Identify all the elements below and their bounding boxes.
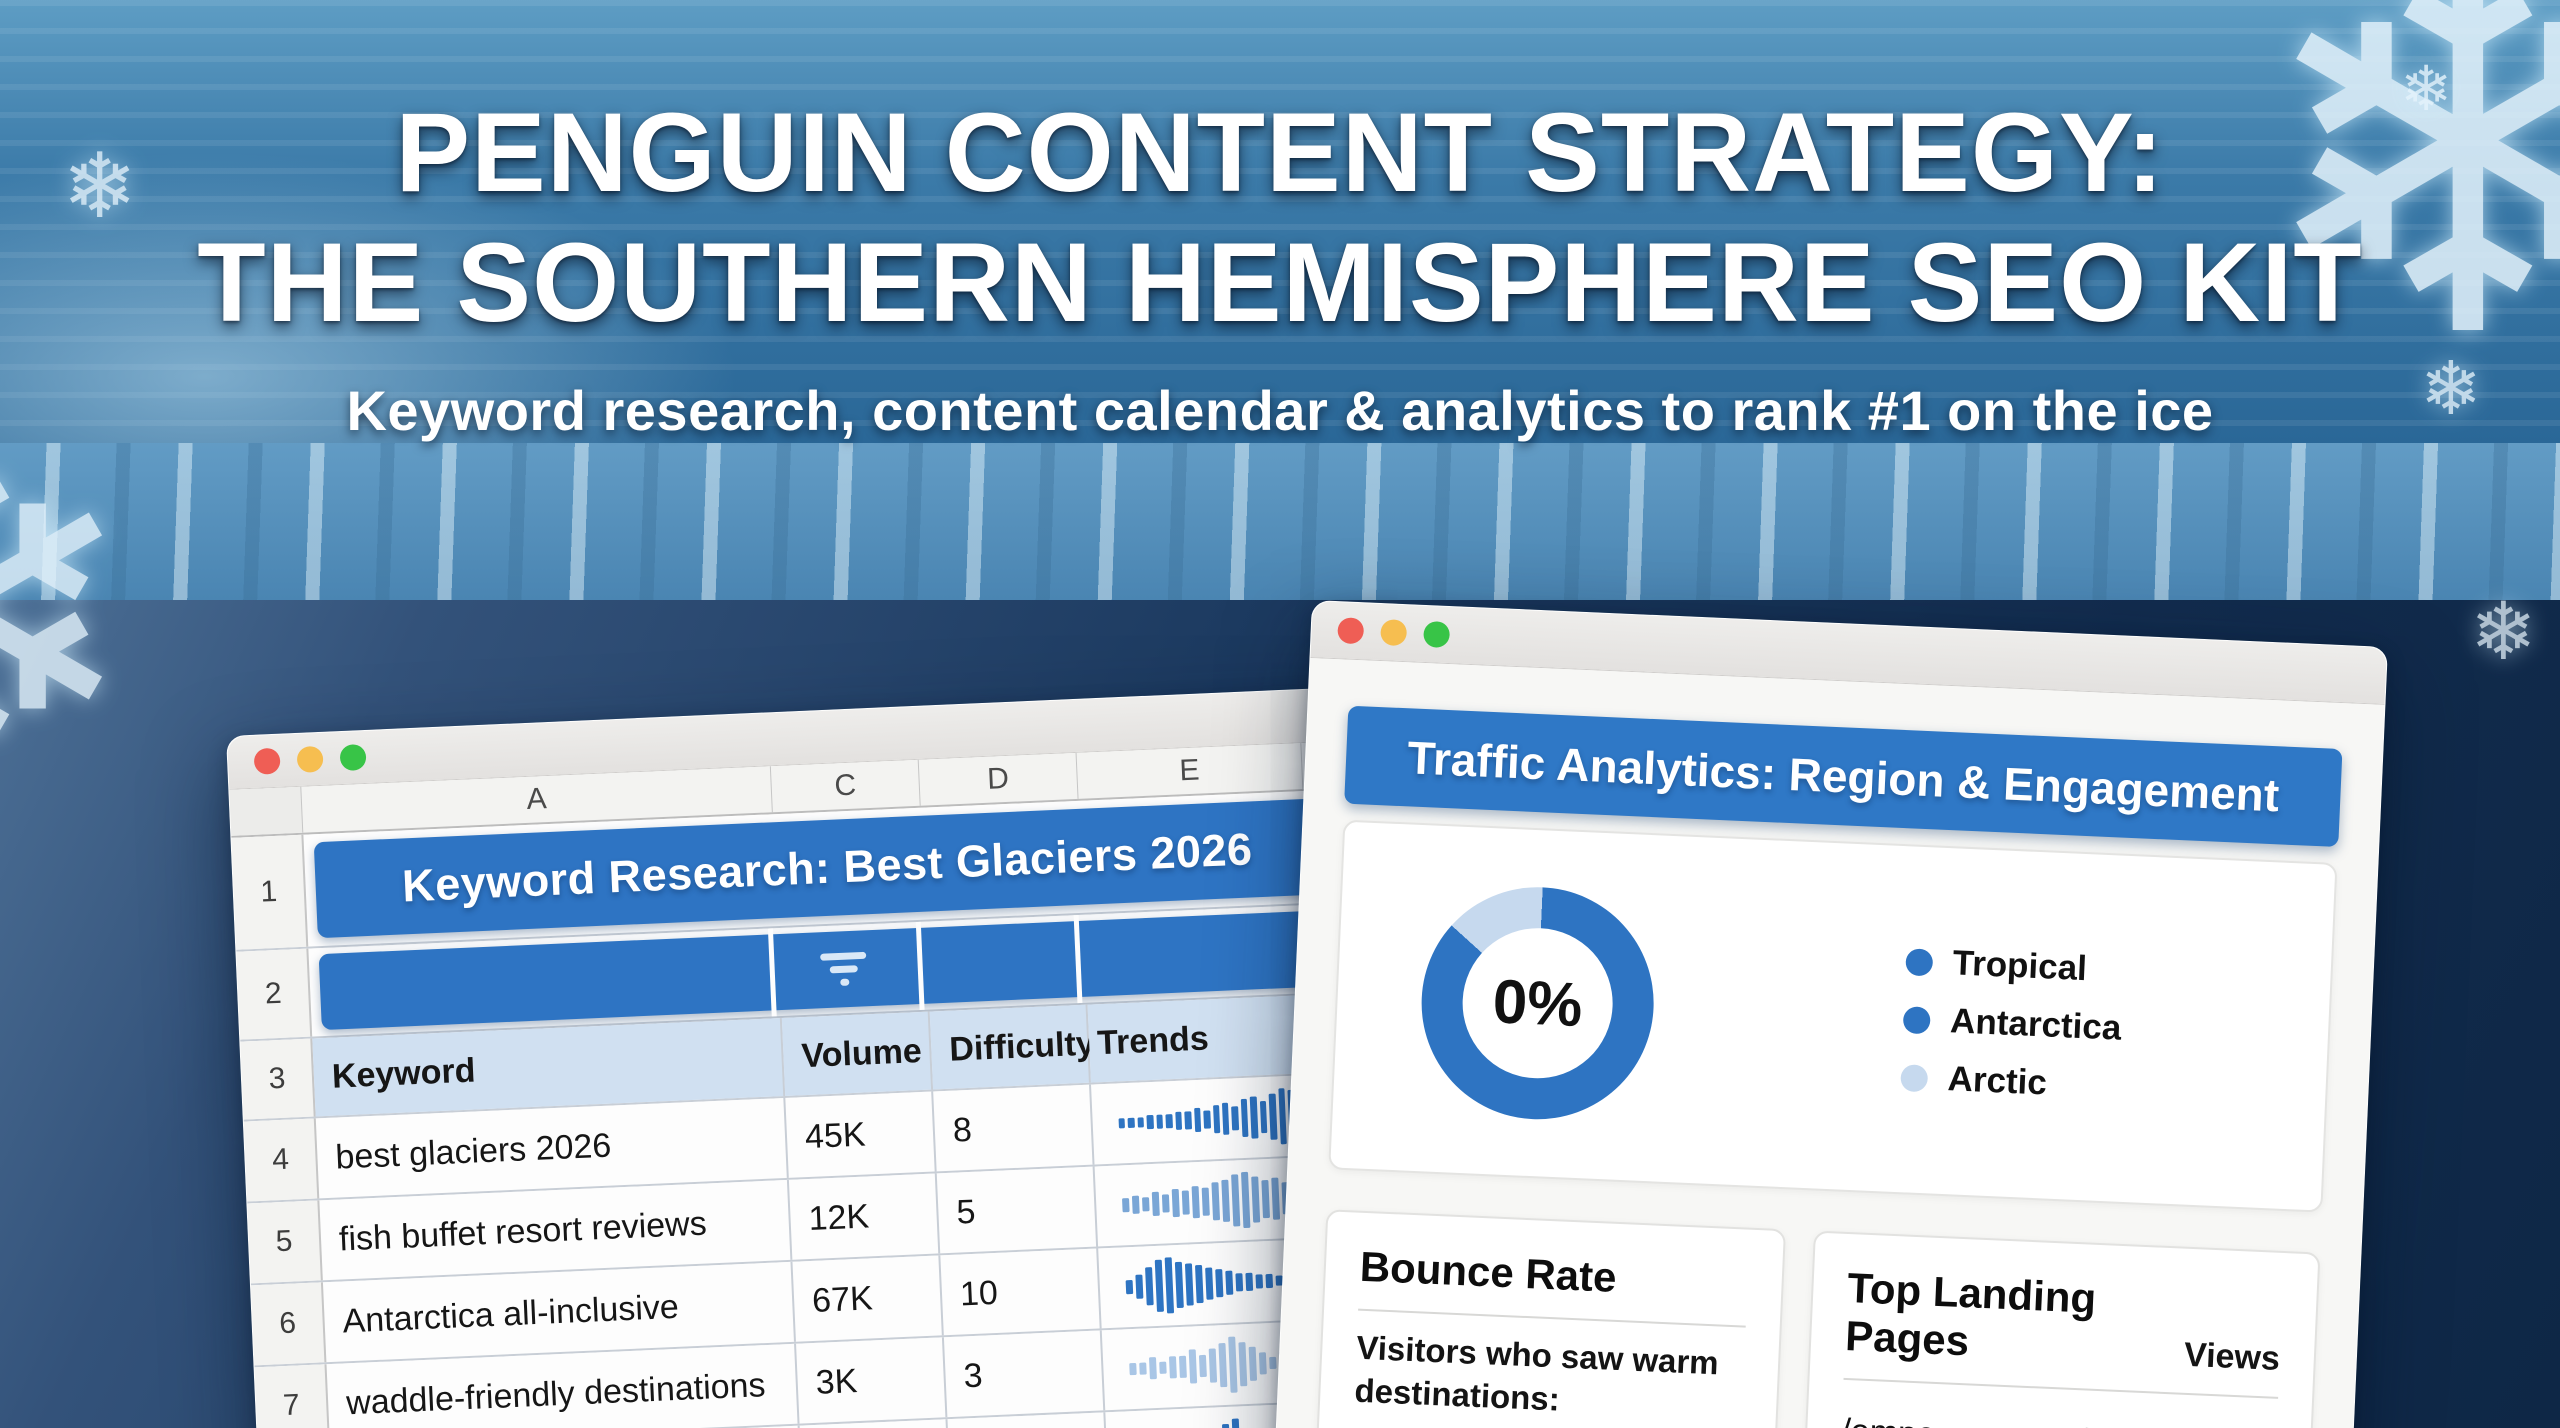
donut-center-label: 0%	[1491, 966, 1584, 1040]
legend-dot	[1902, 1005, 1931, 1034]
legend-item-antarctica: Antarctica	[1902, 999, 2122, 1048]
legend-label: Antarctica	[1949, 1001, 2123, 1048]
views-column-label: Views	[2183, 1335, 2281, 1378]
row-number[interactable]: 5	[247, 1200, 323, 1284]
cell-difficulty: 3	[943, 1330, 1106, 1418]
sparkline-chart	[1103, 1169, 1312, 1235]
zoom-button[interactable]	[339, 743, 367, 772]
column-header-e[interactable]: E	[1076, 743, 1304, 799]
landing-page-row[interactable]: /emperor-penguin-packing-list 24K	[1837, 1395, 2278, 1428]
cell-difficulty: 10	[940, 1248, 1102, 1336]
cell-trend-sparkline	[1091, 1074, 1320, 1165]
divider	[1843, 1377, 2279, 1399]
legend-label: Tropical	[1951, 943, 2088, 989]
sheet-title-text: Keyword Research: Best Glaciers 2026	[401, 823, 1254, 912]
row-number[interactable]: 4	[243, 1118, 320, 1202]
bounce-rate-card: Bounce Rate Visitors who saw warm destin…	[1311, 1209, 1787, 1428]
chart-legend: Tropical Antarctica Arctic	[1900, 941, 2125, 1106]
region-donut-chart: 0%	[1416, 882, 1659, 1125]
select-all-corner-cell[interactable]	[229, 786, 304, 836]
legend-label: Arctic	[1946, 1059, 2048, 1103]
row-number[interactable]: 6	[250, 1282, 327, 1366]
page-title: PENGUIN CONTENT STRATEGY: THE SOUTHERN H…	[197, 90, 2363, 345]
donut-hole: 0%	[1459, 925, 1616, 1082]
column-header-c[interactable]: C	[770, 759, 921, 813]
cell-volume: 67K	[792, 1255, 944, 1342]
minimize-button[interactable]	[1380, 619, 1408, 647]
zoom-button[interactable]	[1423, 620, 1451, 649]
header-cell-volume: Volume	[781, 1011, 934, 1096]
region-chart-card: 0% Tropical Antarctica Arctic	[1328, 819, 2338, 1213]
sparkline-chart	[1099, 1087, 1308, 1153]
legend-item-tropical: Tropical	[1905, 941, 2125, 990]
bounce-rate-description: Visitors who saw warm destinations:	[1353, 1328, 1720, 1418]
analytics-title-text: Traffic Analytics: Region & Engagement	[1406, 731, 2281, 822]
filter-icon[interactable]	[820, 951, 867, 987]
top-landing-pages-card: Top Landing Pages Views /emperor-penguin…	[1799, 1230, 2321, 1428]
legend-dot	[1900, 1063, 1929, 1092]
legend-item-arctic: Arctic	[1900, 1057, 2120, 1106]
spreadsheet-window: A C D E 1 Keyword Research: Best Glacier…	[226, 687, 1382, 1428]
header-cell-difficulty: Difficulty	[929, 1004, 1095, 1090]
hero-header: PENGUIN CONTENT STRATEGY: THE SOUTHERN H…	[0, 88, 2560, 443]
analytics-window: Traffic Analytics: Region & Engagement 0…	[1273, 600, 2388, 1428]
legend-dot	[1905, 947, 1934, 976]
cell-difficulty: 5	[936, 1166, 1099, 1254]
landing-pages-title: Top Landing Pages	[1844, 1264, 2098, 1365]
row-number[interactable]: 7	[254, 1364, 330, 1428]
water-background	[0, 0, 2560, 443]
minimize-button[interactable]	[296, 745, 324, 773]
cell-volume: 45K	[785, 1091, 937, 1178]
row-number[interactable]: 2	[236, 948, 313, 1040]
cell-volume: 12K	[788, 1173, 941, 1260]
page-subtitle: Keyword research, content calendar & ana…	[346, 378, 2214, 442]
cell-volume: 3K	[796, 1337, 948, 1424]
divider	[1358, 1308, 1746, 1328]
landing-page-path[interactable]: /emperor-penguin-packing-list	[1839, 1412, 2215, 1428]
row-number[interactable]: 3	[240, 1038, 316, 1120]
close-button[interactable]	[1337, 617, 1365, 645]
cell-difficulty: 8	[933, 1084, 1095, 1172]
row-number[interactable]: 1	[231, 834, 309, 950]
header-cell-trends: Trends	[1087, 994, 1316, 1083]
column-header-d[interactable]: D	[918, 752, 1079, 806]
bounce-rate-title: Bounce Rate	[1358, 1242, 1618, 1301]
close-button[interactable]	[253, 747, 281, 775]
